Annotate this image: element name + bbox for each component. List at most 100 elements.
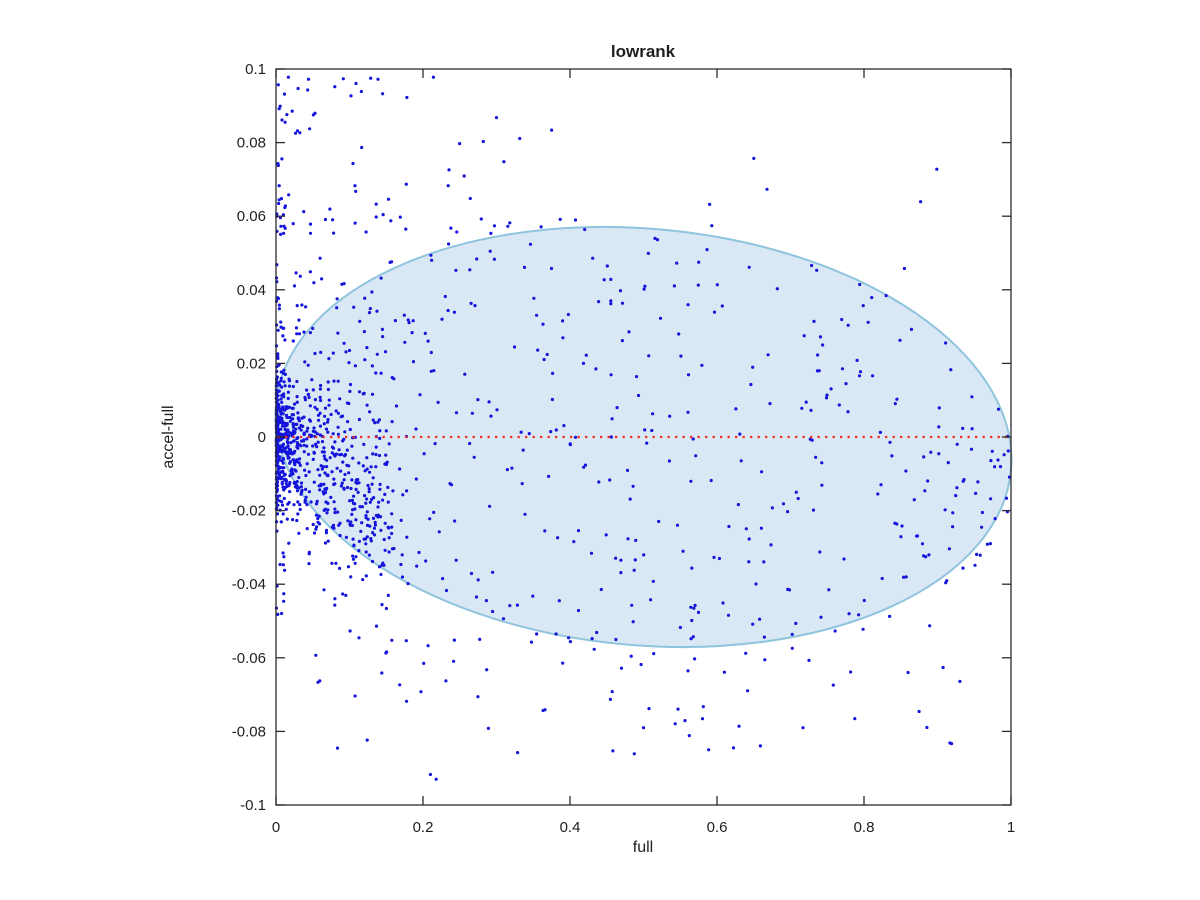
- data-point: [556, 536, 560, 540]
- data-point: [298, 503, 302, 507]
- data-point: [426, 339, 430, 343]
- data-point: [308, 231, 313, 235]
- data-point: [312, 426, 316, 430]
- data-point: [360, 505, 364, 509]
- data-point: [407, 321, 411, 325]
- data-point: [810, 263, 814, 268]
- data-point: [731, 746, 736, 750]
- data-point: [647, 707, 651, 711]
- data-point: [589, 551, 594, 555]
- data-point: [768, 402, 772, 406]
- data-point: [470, 411, 474, 415]
- data-point: [568, 442, 572, 446]
- data-point: [312, 450, 316, 454]
- data-point: [290, 467, 294, 472]
- data-point: [282, 466, 286, 470]
- data-point: [430, 258, 434, 262]
- data-point: [288, 480, 292, 485]
- data-point: [297, 426, 301, 430]
- data-point: [326, 380, 330, 384]
- data-point: [291, 423, 295, 427]
- data-point: [333, 603, 337, 607]
- data-point: [722, 670, 727, 674]
- axes-layer: [275, 68, 1012, 806]
- data-point: [354, 555, 358, 559]
- data-point: [398, 467, 402, 471]
- data-point: [541, 322, 545, 326]
- data-point: [299, 423, 303, 428]
- data-point: [390, 420, 394, 424]
- data-point: [604, 533, 608, 537]
- data-point: [951, 525, 955, 529]
- data-point: [323, 414, 327, 418]
- chart-title: lowrank: [611, 42, 676, 61]
- data-point: [844, 382, 848, 386]
- data-point: [282, 368, 286, 372]
- data-point: [295, 395, 299, 399]
- data-point: [354, 480, 358, 484]
- data-point: [484, 599, 488, 603]
- data-point: [367, 490, 371, 494]
- data-point: [390, 531, 394, 536]
- data-point: [592, 647, 596, 651]
- data-point: [332, 526, 336, 530]
- data-point: [643, 284, 647, 288]
- data-point: [326, 420, 330, 424]
- data-point: [808, 437, 812, 441]
- data-point: [833, 629, 837, 633]
- data-point: [647, 354, 651, 358]
- data-point: [346, 565, 351, 569]
- data-point: [289, 441, 293, 445]
- data-point: [319, 383, 323, 388]
- data-point: [615, 406, 619, 410]
- data-point: [376, 77, 380, 81]
- data-point: [307, 562, 311, 566]
- data-point: [405, 95, 409, 100]
- data-point: [283, 568, 287, 572]
- data-point: [943, 508, 947, 512]
- data-point: [326, 417, 330, 422]
- data-point: [328, 456, 332, 460]
- data-point: [276, 328, 280, 332]
- data-point: [282, 231, 286, 235]
- data-point: [434, 777, 438, 781]
- data-point: [818, 550, 822, 554]
- data-point: [356, 490, 360, 494]
- data-point: [379, 371, 383, 375]
- data-point: [297, 332, 302, 336]
- data-point: [790, 646, 794, 650]
- data-point: [278, 562, 282, 567]
- data-point: [945, 579, 949, 583]
- data-point: [387, 536, 391, 540]
- data-point: [290, 433, 294, 437]
- data-point: [686, 669, 690, 673]
- data-point: [691, 437, 695, 441]
- data-point: [283, 384, 287, 388]
- data-point: [318, 473, 322, 477]
- data-point: [691, 635, 695, 639]
- data-point: [296, 86, 300, 91]
- data-point: [348, 382, 353, 387]
- data-point: [332, 500, 336, 504]
- data-point: [955, 442, 959, 446]
- data-point: [282, 447, 286, 452]
- data-point: [281, 334, 285, 338]
- data-point: [975, 552, 979, 557]
- data-point: [336, 379, 340, 383]
- data-point: [365, 535, 369, 539]
- data-point: [388, 260, 392, 264]
- data-point: [367, 487, 371, 491]
- data-point: [583, 463, 588, 467]
- data-point: [293, 463, 297, 467]
- data-point: [958, 679, 962, 684]
- data-point: [449, 226, 453, 230]
- data-point: [316, 440, 320, 444]
- data-point: [291, 439, 296, 443]
- data-point: [369, 537, 373, 541]
- data-point: [751, 365, 755, 369]
- data-point: [285, 113, 289, 117]
- data-point: [928, 624, 932, 628]
- data-point: [717, 556, 722, 561]
- data-point: [287, 484, 291, 488]
- data-point: [297, 475, 301, 480]
